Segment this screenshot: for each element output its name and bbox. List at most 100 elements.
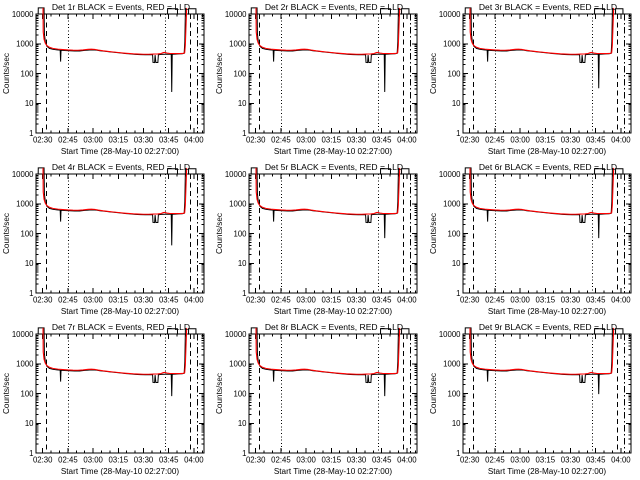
y-tick-label: 100 xyxy=(234,69,248,78)
y-tick-label: 10 xyxy=(238,419,247,428)
plot-canvas-2: 02:30 02:45 03:00 03:15 03:30 03:45 04:00 10000… xyxy=(215,2,418,156)
y-tick-label: 1000 xyxy=(230,360,248,369)
events-overflow-segment-2 xyxy=(188,8,197,15)
y-axis-label: Counts/sec xyxy=(215,213,224,254)
events-curve xyxy=(251,7,400,92)
x-tick-label: 03:00 xyxy=(297,295,317,304)
x-tick-label: 03:45 xyxy=(159,135,178,144)
lld-curve xyxy=(42,327,188,375)
x-tick-label: 03:30 xyxy=(134,135,154,144)
x-tick-label: 02:45 xyxy=(58,455,77,464)
x-tick-label: 02:45 xyxy=(272,455,291,464)
x-tick-label: 03:00 xyxy=(510,295,530,304)
y-tick-label: 10 xyxy=(238,259,247,268)
x-tick-label: 02:30 xyxy=(33,295,53,304)
y-tick-label: 1 xyxy=(242,289,246,298)
x-tick-label: 03:30 xyxy=(347,135,367,144)
x-tick-label: 02:45 xyxy=(485,455,504,464)
y-tick-label: 1 xyxy=(242,129,246,138)
events-overflow-segment-1 xyxy=(593,168,605,175)
y-tick-label: 1000 xyxy=(16,200,34,209)
x-tick-label: 03:30 xyxy=(347,455,367,464)
events-curve xyxy=(37,167,186,246)
axis-ticks xyxy=(249,333,418,454)
x-tick-label: 03:15 xyxy=(109,135,128,144)
y-tick-label: 1000 xyxy=(230,200,248,209)
lld-curve xyxy=(469,327,614,375)
x-tick-label: 03:15 xyxy=(109,295,128,304)
y-tick-label: 10000 xyxy=(12,330,34,339)
y-tick-label: 100 xyxy=(447,69,461,78)
x-tick-label: 02:30 xyxy=(460,135,480,144)
x-tick-label: 04:00 xyxy=(184,295,204,304)
x-tick-label: 02:45 xyxy=(272,135,291,144)
plot-canvas-6: 02:30 02:45 03:00 03:15 03:30 03:45 04:00 10000… xyxy=(429,162,632,316)
y-tick-label: 1000 xyxy=(16,40,34,49)
x-tick-label: 02:45 xyxy=(485,295,504,304)
y-tick-label: 1 xyxy=(242,449,246,458)
y-tick-label: 100 xyxy=(21,229,35,238)
x-tick-label: 02:45 xyxy=(58,135,77,144)
y-tick-label: 1000 xyxy=(16,360,34,369)
lld-curve xyxy=(469,7,614,55)
lld-curve xyxy=(42,7,188,55)
x-tick-label: 02:30 xyxy=(246,295,266,304)
y-tick-label: 1000 xyxy=(443,40,461,49)
panel-title: Det 3r BLACK = Events, RED = LLD xyxy=(479,2,617,12)
y-axis-label: Counts/sec xyxy=(2,53,11,94)
events-curve xyxy=(464,7,613,89)
x-tick-label: 03:45 xyxy=(586,135,605,144)
panel-title: Det 1r BLACK = Events, RED = LLD xyxy=(52,2,190,12)
events-overflow-segment-1 xyxy=(167,328,179,335)
events-overflow-segment-1 xyxy=(167,8,179,15)
plot-frame xyxy=(35,173,205,294)
x-tick-label: 03:15 xyxy=(535,135,554,144)
plot-frame xyxy=(462,173,632,294)
y-tick-label: 10000 xyxy=(439,170,461,179)
x-axis-label: Start Time (28-May-10 02:27:00) xyxy=(487,467,606,476)
axis-ticks xyxy=(249,173,418,294)
x-axis-label: Start Time (28-May-10 02:27:00) xyxy=(61,147,180,156)
y-axis-label: Counts/sec xyxy=(215,53,224,94)
x-tick-label: 03:15 xyxy=(109,455,128,464)
x-tick-label: 02:30 xyxy=(246,455,266,464)
x-tick-label: 03:45 xyxy=(586,455,605,464)
plot-canvas-8: 02:30 02:45 03:00 03:15 03:30 03:45 04:00 10000… xyxy=(215,322,418,476)
axis-ticks xyxy=(462,173,631,294)
x-tick-label: 04:00 xyxy=(397,455,417,464)
y-tick-label: 1000 xyxy=(443,360,461,369)
y-tick-label: 100 xyxy=(234,389,248,398)
axis-ticks xyxy=(35,173,204,294)
events-overflow-segment-2 xyxy=(188,328,197,335)
panel-title: Det 9r BLACK = Events, RED = LLD xyxy=(479,322,617,332)
y-axis-label: Counts/sec xyxy=(429,53,438,94)
events-overflow-segment-1 xyxy=(380,328,392,335)
lld-curve xyxy=(255,7,401,55)
y-tick-label: 10000 xyxy=(12,10,34,19)
x-tick-label: 02:45 xyxy=(272,295,291,304)
y-tick-label: 1 xyxy=(456,289,460,298)
lld-curve xyxy=(42,167,188,215)
y-tick-label: 1 xyxy=(456,449,460,458)
x-tick-label: 03:45 xyxy=(372,135,391,144)
plot-frame xyxy=(248,173,418,294)
events-overflow-segment-2 xyxy=(614,168,624,175)
x-tick-label: 02:30 xyxy=(246,135,266,144)
y-tick-label: 100 xyxy=(234,229,248,238)
plot-canvas-7: 02:30 02:45 03:00 03:15 03:30 03:45 04:00 10000… xyxy=(2,322,205,476)
x-axis-label: Start Time (28-May-10 02:27:00) xyxy=(487,147,606,156)
x-tick-label: 02:45 xyxy=(58,295,77,304)
events-overflow-segment-1 xyxy=(593,8,605,15)
axis-ticks xyxy=(462,13,631,134)
events-overflow-segment-1 xyxy=(380,8,392,15)
plot-frame xyxy=(462,13,632,134)
y-tick-label: 10000 xyxy=(225,330,247,339)
y-tick-label: 10000 xyxy=(439,10,461,19)
x-axis-label: Start Time (28-May-10 02:27:00) xyxy=(61,307,180,316)
x-tick-label: 03:00 xyxy=(510,135,530,144)
panel-title: Det 6r BLACK = Events, RED = LLD xyxy=(479,162,617,172)
panel-title: Det 2r BLACK = Events, RED = LLD xyxy=(265,2,403,12)
x-tick-label: 02:30 xyxy=(33,135,53,144)
